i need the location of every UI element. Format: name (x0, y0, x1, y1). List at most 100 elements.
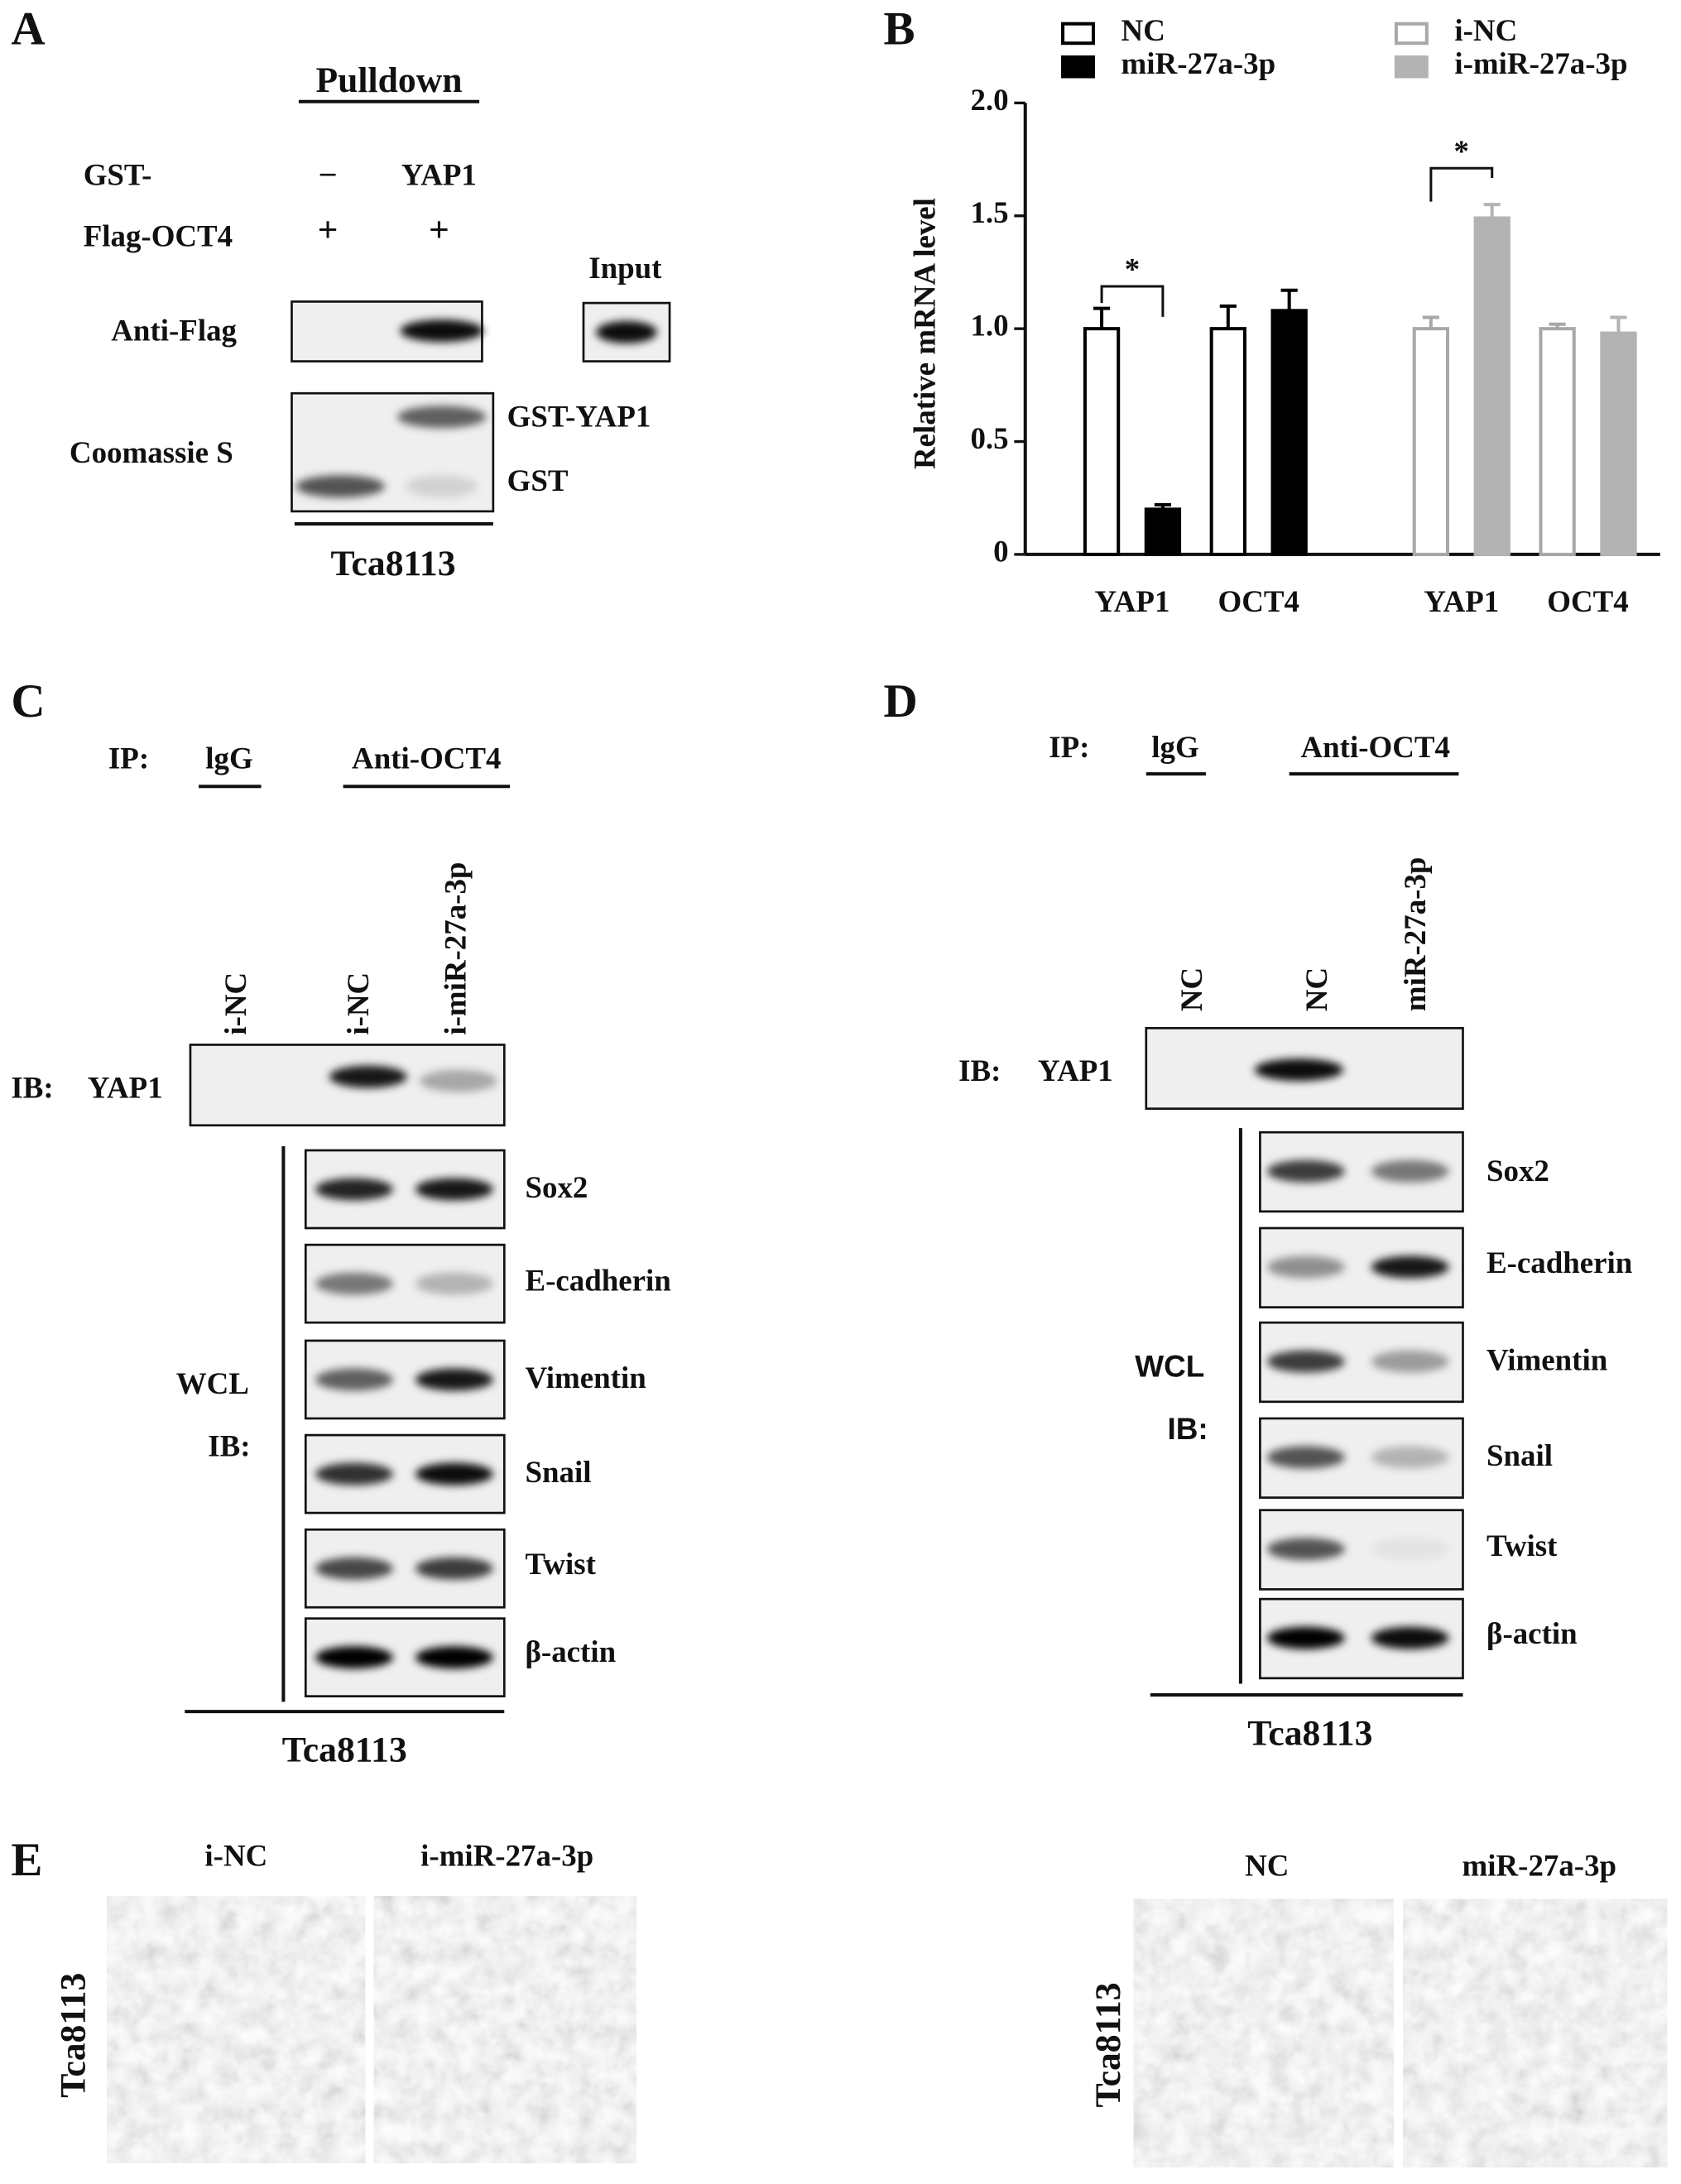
x-tick-label: YAP1 (1424, 584, 1499, 618)
lane-label: + (429, 210, 449, 250)
protein-label: β-actin (1486, 1616, 1578, 1650)
x-tick-label: YAP1 (1095, 584, 1170, 618)
protein-label: Snail (525, 1455, 591, 1489)
band (1371, 1446, 1449, 1469)
panel-label: D (884, 675, 918, 727)
ib-label: IB: (958, 1054, 1001, 1087)
cell-line: Tca8113 (1247, 1713, 1372, 1753)
annotation: * (1454, 134, 1469, 168)
panel-label: C (11, 675, 45, 727)
band (1266, 1255, 1345, 1279)
lane-label: i-miR-27a-3p (438, 862, 472, 1035)
band (400, 319, 484, 343)
ip-group: lgG (1151, 730, 1198, 764)
cell-line: Tca8113 (282, 1730, 407, 1769)
condition-label: i-NC (204, 1839, 267, 1873)
lane-label: – (319, 155, 336, 189)
panel-e: E i-NC i-miR-27a-3p Tca8113 NC miR-27a-3… (11, 1834, 1668, 2167)
band (1266, 1626, 1345, 1649)
panel-a: A Pulldown GST- – YAP1 Flag-OCT4 + + Inp… (11, 3, 662, 583)
condition-label: NC (1245, 1848, 1289, 1882)
panel-c: C IP: lgG Anti-OCT4 i-NC i-NC i-miR-27a-… (11, 675, 670, 1770)
legend-swatch (1061, 22, 1096, 46)
protein-label: Snail (1486, 1438, 1553, 1472)
band (406, 475, 478, 498)
condition-label: miR-27a-3p (1462, 1848, 1617, 1882)
error-bar (1610, 315, 1627, 334)
significance-bracket (1100, 285, 1165, 317)
band (315, 1368, 394, 1391)
protein-label: E-cadherin (1486, 1246, 1632, 1279)
blot-label: Coomassie S (70, 435, 233, 469)
cell-line: Tca8113 (53, 1973, 93, 2098)
band (1266, 1159, 1345, 1183)
micrograph (373, 1896, 636, 2163)
band-label: GST (507, 463, 569, 497)
legend-swatch (1394, 22, 1429, 46)
lane-label: YAP1 (401, 158, 477, 192)
ip-label: IP: (108, 741, 149, 775)
panel-label: B (884, 3, 915, 55)
band (415, 1368, 493, 1391)
panel-b: B Relative mRNA level 0 0.5 1.0 1.5 2.0 YAP1 O… (884, 3, 1660, 618)
band (329, 1065, 407, 1088)
ip-group: Anti-OCT4 (352, 741, 501, 775)
y-tick-label: 0 (993, 534, 1008, 568)
legend-label: i-NC (1454, 13, 1517, 47)
ib-target: YAP1 (1038, 1054, 1113, 1087)
band (419, 1069, 497, 1092)
x-tick-label: OCT4 (1547, 584, 1628, 618)
panel-d: D IP: lgG Anti-OCT4 NC NC miR-27a-3p IB:… (884, 675, 1633, 1753)
annotation: * (1125, 252, 1140, 286)
y-tick-label: 1.0 (970, 309, 1008, 343)
band (315, 1646, 394, 1669)
protein-label: Sox2 (1486, 1154, 1549, 1188)
lane-label: NC (1299, 967, 1333, 1011)
bar (1539, 327, 1576, 556)
band (415, 1646, 493, 1669)
lane-label: + (318, 210, 339, 250)
band (415, 1272, 493, 1295)
band (1371, 1159, 1449, 1183)
band (1254, 1058, 1344, 1082)
blot-label: Anti-Flag (111, 314, 237, 348)
y-axis-label: Relative mRNA level (908, 198, 942, 469)
cell-line: Tca8113 (1088, 1982, 1128, 2107)
band (397, 406, 487, 429)
micrograph (107, 1896, 366, 2163)
lane-label: NC (1174, 967, 1208, 1011)
band (1371, 1350, 1449, 1373)
error-bar (1422, 315, 1439, 329)
error-bar (1280, 288, 1298, 311)
protein-label: Vimentin (525, 1361, 646, 1394)
panel-label: E (11, 1834, 42, 1886)
band (1266, 1350, 1345, 1373)
ip-label: IP: (1049, 730, 1089, 764)
row-label: Flag-OCT4 (84, 218, 233, 252)
legend-label: NC (1121, 13, 1165, 47)
band (1266, 1446, 1345, 1469)
protein-label: Vimentin (1486, 1342, 1607, 1376)
wcl-ib-label: IB: (1168, 1412, 1208, 1446)
y-tick-label: 0.5 (970, 421, 1008, 455)
ib-target: YAP1 (88, 1070, 163, 1104)
wcl-label: WCL (1135, 1349, 1204, 1383)
legend-swatch (1061, 55, 1096, 79)
band (315, 1462, 394, 1486)
bar (1083, 327, 1121, 556)
band (1371, 1538, 1449, 1561)
error-bar (1483, 203, 1501, 218)
band (1371, 1626, 1449, 1649)
error-bar (1219, 304, 1237, 329)
lane-label: miR-27a-3p (1398, 857, 1432, 1012)
band (315, 1178, 394, 1201)
micrograph (1133, 1898, 1394, 2167)
wcl-ib-label: IB: (208, 1428, 250, 1462)
band (415, 1557, 493, 1580)
bar (1473, 216, 1510, 556)
bar (1270, 309, 1308, 556)
band (315, 1557, 394, 1580)
x-tick-label: OCT4 (1218, 584, 1299, 618)
band (415, 1462, 493, 1486)
